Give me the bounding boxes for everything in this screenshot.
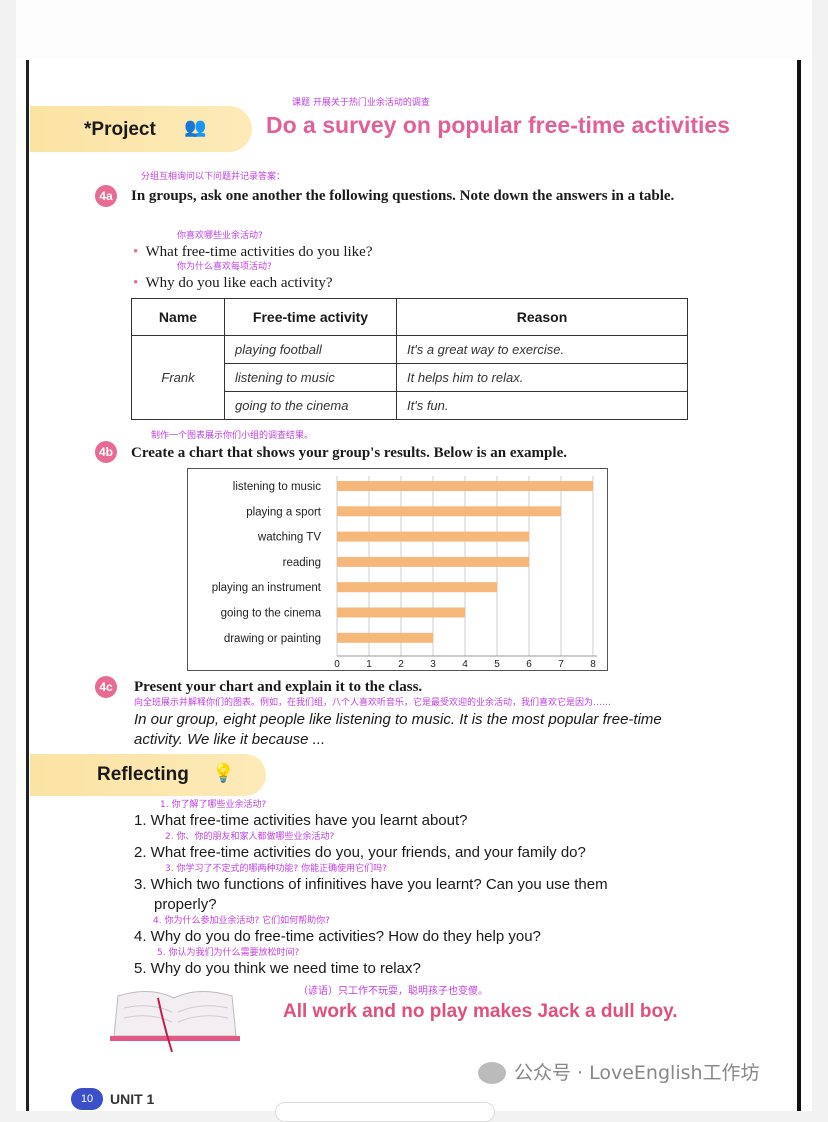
project-label: *Project	[84, 119, 156, 140]
cell-reason: It helps him to relax.	[396, 363, 688, 392]
header-name: Name	[131, 298, 225, 336]
category-label: playing an instrument	[212, 582, 322, 594]
bullet-text: Why do you like each activity?	[145, 275, 333, 291]
bar-chart: 0 1 2 3 4 5 6 7 8 listening to music playing a spo…	[187, 468, 608, 671]
reflecting-label: Reflecting	[97, 764, 189, 785]
badge-4a: 4a	[95, 185, 117, 207]
category-label: listening to music	[233, 481, 321, 493]
s4a-text: In groups, ask one another the following…	[131, 188, 675, 204]
bar	[337, 632, 433, 643]
q-cn: 5. 你认为我们为什么需要放松时间?	[157, 948, 300, 958]
x-tick-label: 0	[334, 659, 340, 670]
q-cn: 1. 你了解了哪些业余活动?	[160, 800, 267, 810]
category-label: going to the cinema	[221, 608, 322, 620]
x-tick-label: 3	[430, 659, 436, 670]
unit-label: UNIT 1	[110, 1091, 155, 1107]
x-tick-label: 1	[366, 659, 372, 670]
category-label: reading	[283, 557, 321, 569]
category-label: playing a sport	[246, 506, 322, 518]
page-number: 10	[71, 1088, 103, 1110]
s4c-text: Present your chart and explain it to the…	[134, 679, 423, 695]
cell-reason: It's a great way to exercise.	[396, 335, 688, 364]
cell-activity: playing football	[224, 335, 397, 364]
badge-4c: 4c	[95, 676, 117, 698]
project-title: Do a survey on popular free-time activit…	[266, 112, 730, 138]
table-row: going to the cinema It's fun.	[132, 391, 688, 420]
bar	[337, 481, 593, 491]
proverb-cn: （谚语）只工作不玩耍，聪明孩子也变傻。	[298, 986, 488, 997]
x-tick-label: 6	[526, 659, 532, 670]
cell-name: Frank	[131, 335, 225, 420]
bullet: • What free-time activities do you like?	[133, 244, 373, 260]
proverb: All work and no play makes Jack a dull b…	[283, 1001, 678, 1022]
s4b-cn: 制作一个图表展示你们小组的调查结果。	[151, 431, 314, 441]
s4a-cn: 分组互相询问以下问题并记录答案：	[141, 172, 286, 182]
q-cn: 2. 你、你的朋友和家人都做哪些业余活动?	[165, 832, 335, 842]
table-row: Frank playing football It's a great way to…	[131, 335, 688, 420]
lightbulb-icon: 💡	[212, 763, 235, 783]
survey-table: Name Free-time activity Reason Frank playin…	[131, 298, 688, 420]
bullet-cn: 你喜欢哪些业余活动?	[177, 231, 263, 241]
x-tick-label: 7	[558, 659, 564, 670]
header-activity: Free-time activity	[224, 298, 397, 336]
bullet: • Why do you like each activity?	[133, 275, 333, 291]
bar	[337, 607, 465, 618]
bullet-text: What free-time activities do you like?	[145, 244, 373, 260]
s4b-text: Create a chart that shows your group's r…	[131, 445, 567, 461]
top-bar	[16, 0, 812, 58]
open-book-icon	[110, 991, 240, 1053]
bullet-cn: 你为什么喜欢每项活动?	[177, 262, 272, 272]
bar	[337, 556, 529, 567]
cell-activity: listening to music	[224, 363, 397, 392]
header-reason: Reason	[396, 298, 688, 336]
watermark: 公众号 · LoveEnglish工作坊	[514, 1062, 760, 1084]
example-line: activity. We like it because ...	[134, 731, 326, 748]
right-border	[797, 60, 801, 1111]
example-line: In our group, eight people like listenin…	[134, 711, 662, 728]
bar	[337, 531, 529, 542]
category-label: drawing or painting	[224, 633, 321, 645]
question: 5. Why do you think we need time to rela…	[134, 960, 421, 977]
left-border	[26, 60, 29, 1111]
s4c-cn: 向全班展示并解释你们的图表。例如，在我们组，八个人喜欢听音乐，它是最受欢迎的业余…	[134, 698, 612, 708]
q-cn: 3. 你学习了不定式的哪两种功能? 你能正确使用它们吗?	[165, 864, 387, 874]
bar	[337, 506, 561, 517]
group-icon: 👥	[184, 117, 207, 137]
title-cn: 课题 开展关于热门业余活动的调查	[292, 98, 430, 108]
x-tick-label: 2	[398, 659, 404, 670]
wechat-icon	[478, 1062, 506, 1084]
question: 4. Why do you do free-time activities? H…	[134, 928, 541, 945]
reflecting-banner	[30, 754, 266, 796]
x-tick-label: 8	[590, 659, 596, 670]
question-cont: properly?	[154, 896, 217, 913]
badge-4b: 4b	[95, 441, 117, 463]
x-tick-label: 4	[462, 659, 468, 670]
q-cn: 4. 你为什么参加业余活动? 它们如何帮助你?	[153, 916, 330, 926]
project-banner	[30, 106, 252, 152]
bottom-pill	[275, 1102, 495, 1122]
category-label: watching TV	[257, 532, 321, 544]
cell-activity: going to the cinema	[224, 391, 397, 420]
question: 3. Which two functions of infinitives ha…	[134, 876, 608, 893]
x-tick-label: 5	[494, 659, 500, 670]
cell-reason: It's fun.	[396, 391, 688, 420]
bar	[337, 582, 497, 593]
question: 2. What free-time activities do you, you…	[134, 844, 586, 861]
question: 1. What free-time activities have you le…	[134, 812, 468, 829]
